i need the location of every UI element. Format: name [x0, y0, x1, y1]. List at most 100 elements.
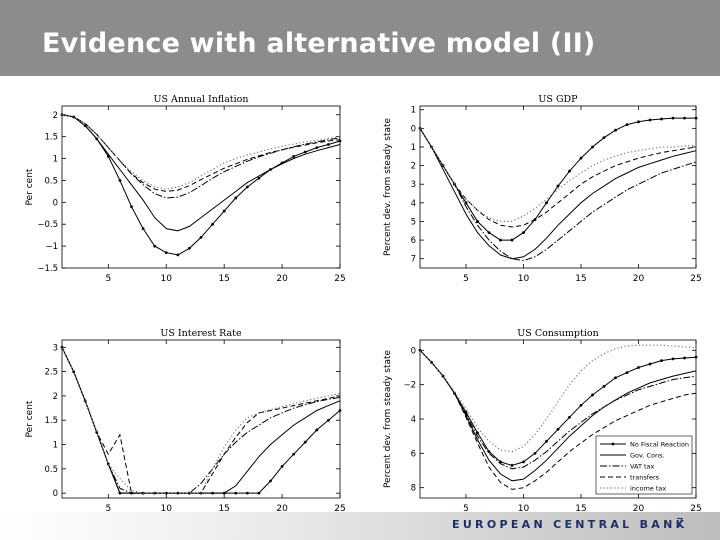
chart4-ytick-label: −2 — [403, 381, 416, 391]
chart1-frame — [61, 105, 341, 269]
chart4-series-1-point — [694, 355, 698, 359]
chart3-ytick-label: 0.5 — [44, 465, 58, 475]
chart1-ytick-label: 0 — [53, 198, 58, 208]
chart4-series-4-line — [419, 349, 697, 490]
chart2-series-3-line — [419, 128, 697, 262]
chart2-series-1-point — [545, 201, 548, 205]
chart1-series-1-point — [188, 246, 191, 250]
chart2-xtick-label: 20 — [633, 274, 645, 284]
chart4-xtick-label: 20 — [633, 504, 645, 512]
chart2-ytick-label: 3 — [411, 180, 416, 190]
chart3-xtick-label: 5 — [105, 504, 111, 512]
chart2-series-2-line — [419, 128, 697, 260]
chart4-series-2-line — [419, 349, 697, 482]
chart2-series-1-point — [476, 220, 479, 223]
chart4-xtick-label: 15 — [575, 504, 586, 512]
chart4-series-1-point — [671, 357, 675, 361]
chart4-series-1-point — [683, 356, 686, 360]
slide-title: Evidence with alternative model (II) — [42, 28, 596, 59]
chart2-series-1-point — [637, 120, 640, 124]
footer-bank-name: EUROPEAN CENTRAL BANK — [452, 518, 688, 531]
chart4-xtick-label: 25 — [690, 504, 701, 512]
chart4-ytick-label: 8 — [411, 484, 416, 494]
chart3-series-1-point — [269, 479, 272, 483]
chart4-series-1-point — [614, 376, 617, 380]
chart4-series-1-point — [545, 439, 548, 443]
chart4-series-1-point — [510, 463, 514, 467]
chart3-ytick-label: 0 — [53, 489, 58, 499]
chart3-series-1-point — [257, 491, 261, 495]
chart2-ytick-label: 6 — [411, 236, 416, 246]
chart1-title: US Annual Inflation — [153, 94, 248, 105]
chart4-series-1-point — [648, 362, 652, 366]
chart1-series-1-point — [199, 235, 203, 239]
chart3-ylabel: Per cent — [25, 400, 35, 437]
chart1-series-1-point — [164, 251, 168, 255]
chart3-series-1-point — [338, 409, 342, 412]
chart2-xtick-label: 5 — [463, 274, 469, 284]
chart1-ytick-label: 1 — [53, 155, 58, 165]
chart4-title: US Consumption — [517, 328, 598, 339]
chart2-series-1-line — [419, 117, 696, 241]
chart4-series-1-point — [476, 431, 479, 435]
figure-panel: US Annual Inflation Per cent 5 10 15 20 25 2 1.5… — [0, 84, 720, 512]
chart1-series-1-point — [315, 146, 319, 149]
chart3-series-1-point — [280, 465, 284, 468]
chart2-title: US GDP — [538, 94, 578, 105]
chart1-ytick-label: −1 — [45, 242, 58, 252]
chart1-xtick-label: 15 — [218, 274, 229, 284]
chart1-series-1-point — [176, 253, 180, 257]
chart1-xtick-label: 10 — [161, 274, 173, 284]
chart4-ytick-label: 0 — [411, 346, 416, 356]
chart2-series-1-point — [464, 201, 468, 205]
chart2-ylabel: Percent dev. from steady state — [383, 117, 393, 256]
chart2-series-1-point — [522, 231, 525, 235]
chart3-series-1-point — [315, 428, 319, 432]
chart3-ytick-label: 2 — [53, 392, 58, 402]
chart2-xtick-label: 15 — [575, 274, 586, 284]
chart2-series-1-point — [648, 118, 652, 122]
chart4-legend-entry-3: VAT tax — [630, 463, 655, 471]
chart3-series-1-point — [245, 491, 249, 495]
chart4-legend-marker — [611, 442, 615, 446]
chart4-series-1-point — [579, 403, 583, 407]
chart1-series-1-point — [257, 176, 261, 180]
chart1-ytick-label: −0.5 — [37, 220, 58, 230]
chart4-series-1-point — [568, 415, 571, 419]
chart1-series-1-point — [211, 222, 214, 226]
chart3-xtick-label: 15 — [218, 504, 229, 512]
chart1-series-1-point — [292, 154, 296, 158]
chart4-series-1-point — [625, 371, 629, 375]
chart4-series-3-line — [419, 349, 697, 470]
chart2-series-1-point — [568, 169, 571, 173]
chart2-xtick-label: 25 — [690, 274, 701, 284]
chart3-series-1-point — [327, 418, 330, 422]
chart1-series-1-point — [118, 179, 122, 182]
chart1-ylabel: Per cent — [25, 168, 35, 205]
chart4-legend-entry-1: No Fiscal Reaction — [630, 441, 689, 449]
chart1-series-1-line — [61, 114, 341, 256]
chart4-legend-entry-4: transfers — [630, 474, 660, 482]
chart3-series-4-line — [61, 347, 341, 494]
chart4-series-1-point — [556, 427, 560, 431]
chart2-ytick-label: 7 — [411, 255, 416, 265]
chart3-frame — [61, 339, 341, 499]
chart2-ytick-label: 4 — [411, 199, 416, 209]
chart1-ytick-label: 2 — [53, 111, 58, 121]
chart2-series-1-point — [694, 116, 698, 120]
chart3-xtick-label: 25 — [334, 504, 345, 512]
chart2-ytick-label: 2 — [411, 162, 416, 172]
chart1-series-1-point — [338, 139, 342, 143]
chart2-ytick-label: 0 — [411, 124, 416, 134]
chart2-series-1-point — [510, 238, 514, 242]
chart2-series-1-point — [614, 128, 617, 132]
chart4-legend-entry-2: Gov. Cons. — [630, 452, 665, 460]
chart4-series-1-point — [487, 450, 491, 454]
chart2-series-1-point — [591, 145, 594, 149]
chart3-series-3-line — [61, 347, 341, 494]
chart4-legend-entry-5: income tax — [630, 485, 666, 493]
chart2-series-1-point — [671, 116, 675, 120]
chart3-series-1-line — [61, 347, 341, 494]
chart2-series-5-line — [419, 127, 697, 222]
chart2-series-1-point — [602, 136, 606, 140]
